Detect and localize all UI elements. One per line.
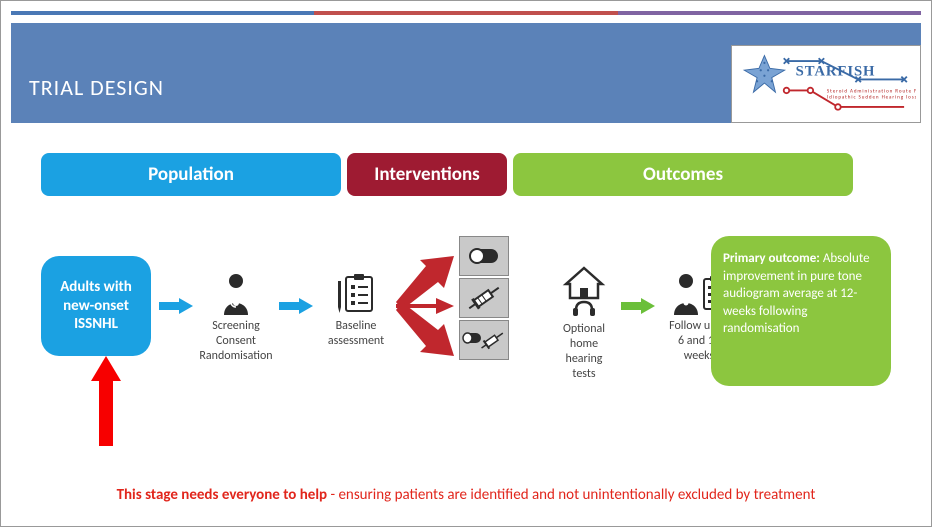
step-screening-label: Screening Consent Randomisation [196, 319, 276, 364]
section-tabs: Population Interventions Outcomes [11, 153, 921, 196]
big-red-arrow-icon [91, 356, 121, 446]
flow-diagram: Adults with new-onset ISSNHL [11, 216, 921, 446]
arrow-icon [621, 298, 655, 314]
fan-arrows-icon [396, 246, 454, 366]
pill-icon [459, 236, 509, 276]
starfish-logo-svg: STARFISH Steroid Administration Route Fo… [736, 50, 916, 118]
tab-population: Population [41, 153, 341, 196]
step-baseline: Baseline assessment [316, 271, 396, 349]
step-screening: Screening Consent Randomisation [196, 271, 276, 364]
arrow-icon [279, 298, 313, 314]
footer-note: This stage needs everyone to help - ensu… [11, 486, 921, 504]
stripe-1 [11, 11, 314, 15]
page-title: TRIAL DESIGN [29, 74, 164, 101]
stripe-2 [314, 11, 617, 15]
pill-syringe-icon [459, 320, 509, 360]
slide-inner: TRIAL DESIGN [11, 11, 921, 516]
slide-container: TRIAL DESIGN [0, 0, 932, 527]
clipboard-icon [334, 271, 378, 315]
title-bar: TRIAL DESIGN [11, 23, 921, 123]
stripe-3 [618, 11, 921, 15]
home-headphones-icon [562, 266, 606, 318]
step-home-label: Optional home hearing tests [551, 322, 617, 382]
population-box: Adults with new-onset ISSNHL [41, 256, 151, 356]
arrow-icon [159, 298, 193, 314]
tab-outcomes: Outcomes [513, 153, 853, 196]
outcome-box: Primary outcome: Absolute improvement in… [711, 236, 891, 386]
syringe-icon [459, 278, 509, 318]
footer-rest: - ensuring patients are identified and n… [327, 486, 815, 504]
person-stethoscope-icon [214, 271, 258, 315]
footer-bold: This stage needs everyone to help [117, 486, 328, 504]
step-home: Optional home hearing tests [551, 266, 617, 382]
logo-sub-2: Idiopathic Sudden Hearing loss [827, 95, 916, 101]
starfish-logo: STARFISH Steroid Administration Route Fo… [731, 45, 921, 123]
top-stripes [11, 11, 921, 15]
step-baseline-label: Baseline assessment [316, 319, 396, 349]
intervention-icons [459, 234, 509, 362]
outcome-lead: Primary outcome: [723, 251, 820, 266]
logo-sub-1: Steroid Administration Route For [827, 88, 916, 94]
logo-name: STARFISH [796, 64, 876, 80]
tab-interventions: Interventions [347, 153, 507, 196]
